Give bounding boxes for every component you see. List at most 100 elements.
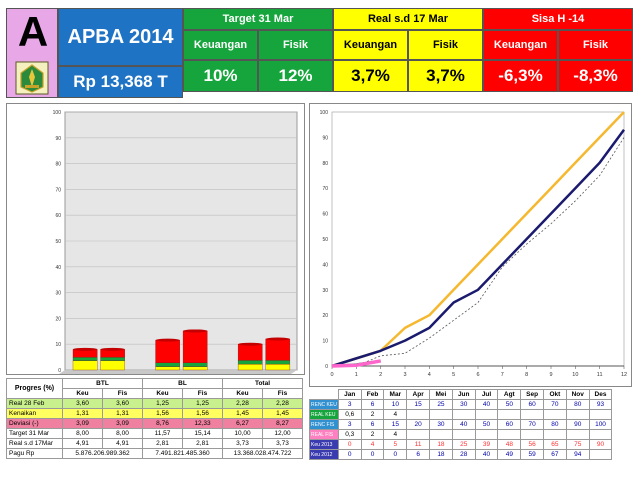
table-cell	[497, 409, 522, 420]
y-tick-label: 30	[55, 291, 61, 297]
table-cell: 0,3	[337, 429, 362, 440]
table-cell: 75	[565, 439, 590, 450]
table-cell: 2,28	[262, 398, 303, 409]
pagu-value: 7.491.821.485.360	[142, 448, 223, 459]
bar-segment	[265, 338, 291, 361]
y-tick-label: 10	[322, 339, 328, 345]
table-cell: 28	[451, 449, 476, 460]
table-cell: 90	[565, 419, 590, 430]
table-cell: 12,00	[262, 428, 303, 439]
x-tick-label: 5	[452, 372, 455, 378]
table-row: Keu 2012 0 0 0 6 18 28 40 49 59 67 94	[309, 449, 613, 460]
kpi-keuangan-label: Keuangan	[183, 30, 258, 60]
table-cell: 0,6	[337, 409, 362, 420]
table-cell: 90	[588, 439, 613, 450]
bar-segment	[155, 362, 180, 367]
table-cell: 70	[543, 399, 567, 410]
table-cell	[497, 429, 522, 440]
column-header: Keu	[62, 388, 103, 399]
bar-segment	[72, 360, 98, 371]
table-row: Keu 2013 0 4 5 11 18 25 39 48 56 65 75 90	[309, 439, 613, 450]
table-cell: 3,73	[262, 438, 303, 449]
y-tick-label: 40	[55, 265, 61, 271]
table-row: RENC FIS 3 6 15 20 30 40 50 60 70 80 90 100	[309, 419, 613, 430]
table-cell: 1,45	[262, 408, 303, 419]
table-cell: 15	[383, 419, 408, 430]
kpi-keuangan-value: -6,3%	[483, 60, 558, 92]
table-cell: 18	[429, 439, 453, 450]
table-cell: 40	[474, 449, 499, 460]
bar-cap	[238, 342, 263, 346]
table-row: Real 28 Feb 3,60 3,60 1,25 1,25 2,28 2,28	[6, 398, 303, 409]
table-cell: 59	[520, 449, 545, 460]
y-tick-label: 0	[58, 368, 61, 374]
kpi-fisik-label: Fisik	[258, 30, 333, 60]
table-cell: 8,00	[102, 428, 143, 439]
month-header: Jul	[474, 389, 499, 400]
table-cell: 1,25	[142, 398, 183, 409]
table-cell: 2	[360, 429, 385, 440]
bar-segment	[182, 366, 208, 371]
row-label: Pagu Rp	[6, 448, 63, 459]
table-cell	[588, 449, 613, 460]
table-cell	[406, 429, 431, 440]
table-cell	[588, 429, 613, 440]
table-cell: 65	[543, 439, 567, 450]
month-header: Feb	[360, 389, 385, 400]
table-cell: 3	[337, 419, 362, 430]
column-header: Fis	[262, 388, 303, 399]
y-tick-label: 10	[55, 342, 61, 348]
kpi-keuangan-label: Keuangan	[333, 30, 408, 60]
table-cell: 6	[360, 399, 385, 410]
table-cell: 0	[337, 439, 362, 450]
table-cell	[474, 409, 499, 420]
table-cell: 3,60	[102, 398, 143, 409]
bar-segment	[182, 362, 208, 367]
row-label: Real 28 Feb	[6, 398, 63, 409]
table-cell: 15	[406, 399, 431, 410]
x-tick-label: 1	[355, 372, 358, 378]
table-cell	[451, 429, 476, 440]
table-cell: 60	[497, 419, 522, 430]
table-cell: 93	[588, 399, 613, 410]
y-tick-label: 100	[320, 110, 329, 116]
x-tick-label: 9	[549, 372, 552, 378]
table-cell: 40	[474, 399, 499, 410]
table-cell: 100	[588, 419, 613, 430]
table-cell: 3,60	[62, 398, 103, 409]
page-title: APBA 2014	[58, 8, 183, 66]
table-cell: 10	[383, 399, 408, 410]
table-cell	[474, 429, 499, 440]
table-cell	[429, 429, 453, 440]
kpi-fisik-label: Fisik	[408, 30, 483, 60]
column-header: Fis	[182, 388, 223, 399]
y-tick-label: 60	[55, 213, 61, 219]
kpi-fisik-value: -8,3%	[558, 60, 633, 92]
table-row: Real s.d 17Mar 4,91 4,91 2,81 2,81 3,73 3,73	[6, 438, 303, 449]
y-tick-label: 70	[322, 186, 328, 192]
row-label: REAL FIS	[309, 429, 339, 440]
row-label: Real s.d 17Mar	[6, 438, 63, 449]
table-cell: 6,27	[222, 418, 263, 429]
table-cell: 30	[451, 399, 476, 410]
table-cell: 49	[497, 449, 522, 460]
y-tick-label: 90	[322, 135, 328, 141]
table-cell: 56	[520, 439, 545, 450]
bar-segment	[155, 339, 180, 363]
month-header: Jan	[337, 389, 362, 400]
table-cell: 2,81	[142, 438, 183, 449]
progress-table: Progres (%) BTL BL Total Keu Fis Keu Fis Keu…	[6, 378, 303, 459]
table-cell: 3,09	[62, 418, 103, 429]
bar-cap	[183, 329, 208, 333]
table-cell: 2,28	[222, 398, 263, 409]
letter-badge: A	[6, 8, 58, 98]
table-cell: 8,00	[62, 428, 103, 439]
table-cell: 15,14	[182, 428, 223, 439]
plot-area	[331, 111, 625, 367]
kpi-keuangan-value: 10%	[183, 60, 258, 92]
table-cell	[565, 409, 590, 420]
table-cell: 1,31	[62, 408, 103, 419]
y-tick-label: 80	[55, 162, 61, 168]
table-cell: 6	[406, 449, 431, 460]
table-cell	[565, 429, 590, 440]
